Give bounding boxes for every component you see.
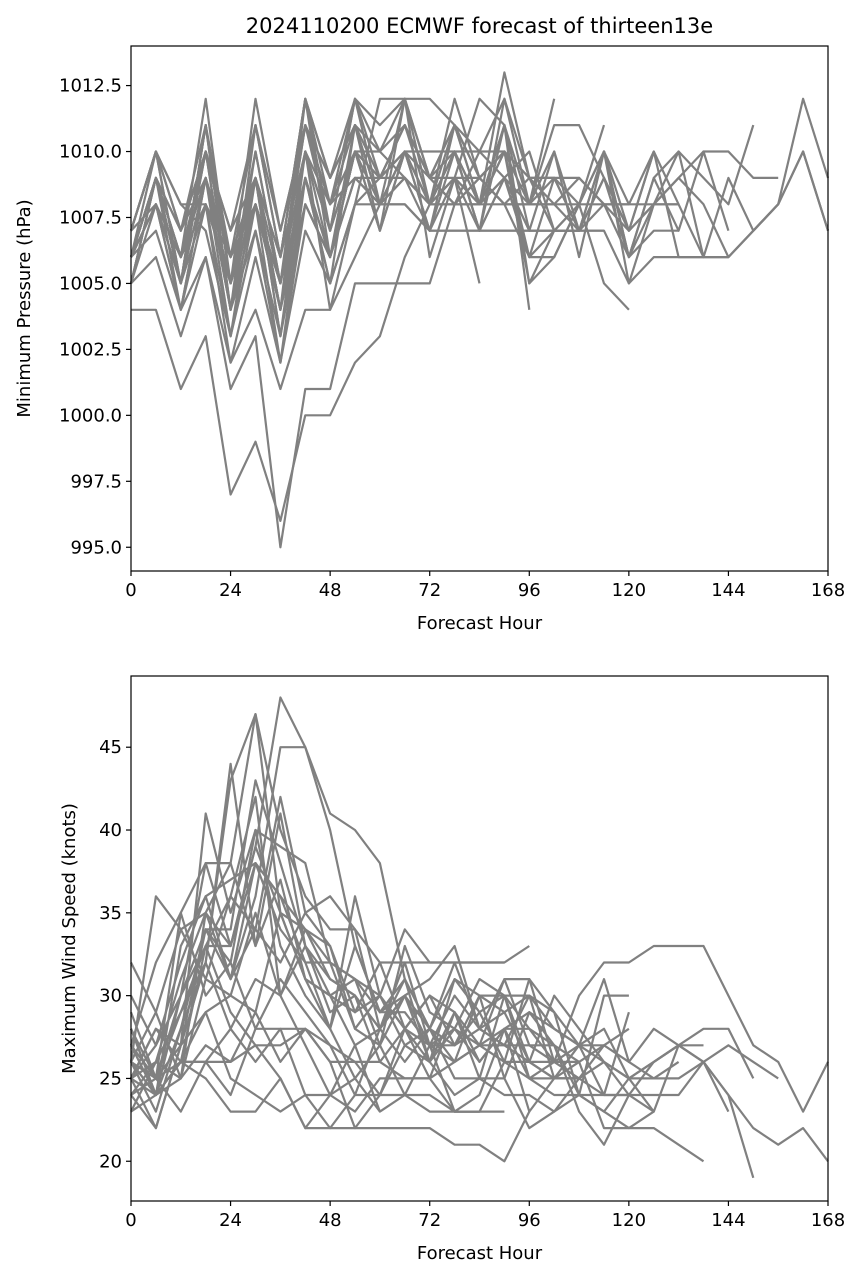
wind-plot-frame xyxy=(130,675,829,1202)
wind-x-tick-label: 24 xyxy=(219,1210,242,1231)
pressure-x-tick-label: 24 xyxy=(219,580,242,601)
pressure-series-line-11 xyxy=(129,98,556,338)
wind-series-line-7 xyxy=(130,762,705,1163)
pressure-x-ticks: 0 24 48 72 96 120 144 168 xyxy=(125,571,845,601)
pressure-x-tick-label: 168 xyxy=(811,580,845,601)
chart-title: 2024110200 ECMWF forecast of thirteen13e xyxy=(246,14,713,38)
pressure-chart: 2024110200 ECMWF forecast of thirteen13e… xyxy=(14,14,845,634)
wind-y-tick-label: 25 xyxy=(99,1068,122,1089)
pressure-x-tick-label: 96 xyxy=(518,580,541,601)
wind-x-tick-label: 96 xyxy=(518,1210,541,1231)
wind-chart: 0 24 48 72 96 120 144 168 20 25 30 35 40 45 Forecast… xyxy=(59,675,845,1264)
wind-y-tick-label: 40 xyxy=(99,820,122,841)
pressure-series-line-15 xyxy=(129,150,630,311)
pressure-y-tick-label: 1012.5 xyxy=(59,76,122,97)
wind-y-tick-label: 30 xyxy=(99,986,122,1007)
pressure-x-tick-label: 72 xyxy=(418,580,441,601)
pressure-series-line-24 xyxy=(129,97,531,311)
wind-x-ticks: 0 24 48 72 96 120 144 168 xyxy=(125,1201,845,1231)
pressure-x-axis-label: Forecast Hour xyxy=(417,613,543,634)
pressure-y-tick-label: 1000.0 xyxy=(59,405,122,426)
pressure-plot-frame xyxy=(130,45,829,572)
wind-y-tick-label: 35 xyxy=(99,903,122,924)
wind-x-tick-label: 120 xyxy=(612,1210,646,1231)
pressure-y-axis-label: Minimum Pressure (hPa) xyxy=(14,199,35,417)
pressure-y-tick-label: 1002.5 xyxy=(59,339,122,360)
wind-series-line-16 xyxy=(130,861,556,1063)
wind-y-tick-label: 20 xyxy=(99,1151,122,1172)
wind-series-line-27 xyxy=(129,961,505,1113)
pressure-series-line-23 xyxy=(130,150,830,364)
pressure-y-tick-label: 995.0 xyxy=(70,537,122,558)
wind-series-line-26 xyxy=(129,944,779,1130)
pressure-series-line-22 xyxy=(130,176,679,338)
wind-series-line-20 xyxy=(130,977,680,1097)
wind-x-tick-label: 72 xyxy=(418,1210,441,1231)
wind-x-tick-label: 0 xyxy=(125,1210,136,1231)
wind-x-tick-label: 168 xyxy=(811,1210,845,1231)
wind-x-axis-label: Forecast Hour xyxy=(417,1243,543,1264)
pressure-y-tick-label: 1005.0 xyxy=(59,273,122,294)
pressure-series-line-21 xyxy=(129,150,629,364)
pressure-y-tick-label: 1010.0 xyxy=(59,142,122,163)
wind-y-axis-label: Maximum Wind Speed (knots) xyxy=(59,803,80,1074)
wind-y-tick-label: 45 xyxy=(99,737,122,758)
pressure-series-line-25 xyxy=(129,97,581,311)
pressure-x-tick-label: 48 xyxy=(319,580,342,601)
wind-series-line-25 xyxy=(130,1011,480,1130)
pressure-x-tick-label: 0 xyxy=(125,580,136,601)
wind-series-group xyxy=(129,696,829,1179)
pressure-x-tick-label: 120 xyxy=(612,580,646,601)
wind-x-tick-label: 144 xyxy=(711,1210,745,1231)
pressure-y-tick-label: 1007.5 xyxy=(59,207,122,228)
wind-x-tick-label: 48 xyxy=(319,1210,342,1231)
pressure-y-tick-label: 997.5 xyxy=(70,471,122,492)
pressure-y-ticks: 995.0 997.5 1000.0 1002.5 1005.0 1007.5 1010.0… xyxy=(59,76,131,558)
wind-series-line-11 xyxy=(130,795,605,1080)
pressure-x-tick-label: 144 xyxy=(711,580,745,601)
pressure-series-group xyxy=(129,71,830,549)
wind-series-line-22 xyxy=(130,1027,580,1113)
wind-y-ticks: 20 25 30 35 40 45 xyxy=(99,737,131,1172)
